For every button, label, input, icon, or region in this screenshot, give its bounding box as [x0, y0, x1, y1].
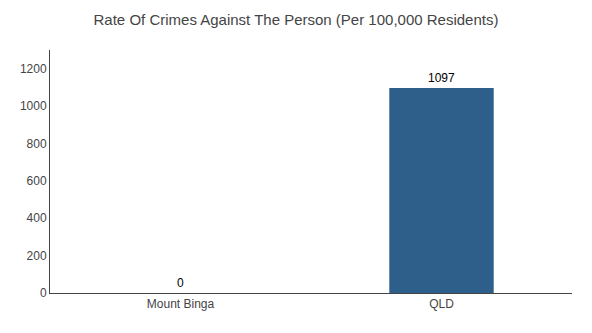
svg-text:Mount Binga: Mount Binga: [147, 297, 215, 311]
svg-text:0: 0: [40, 286, 47, 300]
svg-text:1000: 1000: [20, 99, 47, 113]
svg-text:1097: 1097: [428, 71, 455, 85]
svg-text:200: 200: [27, 249, 47, 263]
svg-text:800: 800: [27, 137, 47, 151]
svg-text:600: 600: [27, 174, 47, 188]
svg-text:Rate Of Crimes Against The Per: Rate Of Crimes Against The Person (Per 1…: [94, 11, 499, 28]
svg-text:0: 0: [177, 276, 184, 290]
svg-text:QLD: QLD: [429, 297, 454, 311]
svg-text:400: 400: [27, 211, 47, 225]
svg-text:1200: 1200: [20, 62, 47, 76]
